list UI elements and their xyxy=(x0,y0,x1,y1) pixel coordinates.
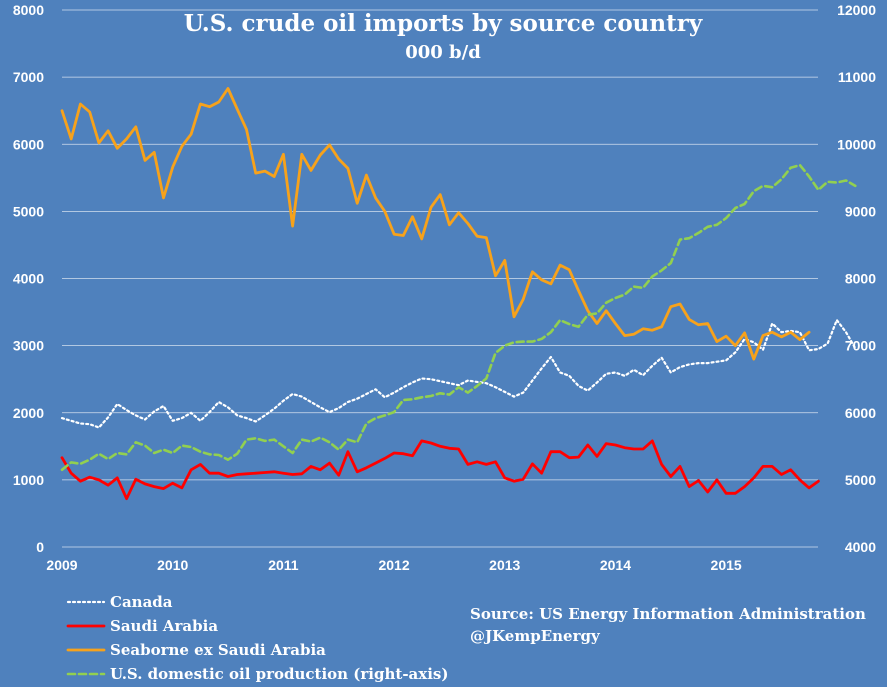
x-tick-2009: 2009 xyxy=(46,557,77,573)
gridlines xyxy=(62,9,818,548)
left-tick-8000: 8000 xyxy=(13,2,44,18)
right-tick-9000: 9000 xyxy=(845,203,876,219)
chart-subtitle: 000 b/d xyxy=(405,42,481,63)
series-line-1 xyxy=(60,439,820,501)
right-tick-7000: 7000 xyxy=(845,338,876,354)
chart-title: U.S. crude oil imports by source country xyxy=(184,10,703,37)
right-tick-4000: 4000 xyxy=(845,539,876,555)
series-line-0 xyxy=(60,319,857,429)
series-line-3 xyxy=(60,163,857,472)
legend-label-0: Canada xyxy=(110,593,173,611)
left-tick-1000: 1000 xyxy=(13,472,44,488)
right-tick-11000: 11000 xyxy=(838,69,876,85)
x-tick-2010: 2010 xyxy=(157,557,188,573)
left-tick-0: 0 xyxy=(36,539,44,555)
x-tick-2014: 2014 xyxy=(600,557,631,573)
right-tick-5000: 5000 xyxy=(845,472,876,488)
left-tick-4000: 4000 xyxy=(13,271,44,287)
legend-label-3: U.S. domestic oil production (right-axis… xyxy=(110,665,448,683)
left-tick-3000: 3000 xyxy=(13,338,44,354)
legend-label-2: Seaborne ex Saudi Arabia xyxy=(110,641,326,659)
series-lines xyxy=(60,87,857,501)
legend-label-1: Saudi Arabia xyxy=(110,617,218,635)
left-tick-2000: 2000 xyxy=(13,405,44,421)
left-tick-7000: 7000 xyxy=(13,69,44,85)
right-tick-10000: 10000 xyxy=(837,136,876,152)
right-axis-ticks: 4000 5000 6000 7000 8000 9000 10000 11000 12000 xyxy=(837,2,876,555)
right-tick-8000: 8000 xyxy=(845,271,876,287)
x-tick-2015: 2015 xyxy=(711,557,742,573)
left-axis-ticks: 0 1000 2000 3000 4000 5000 6000 7000 8000 xyxy=(13,2,44,555)
legend: Canada Saudi Arabia Seaborne ex Saudi Arab… xyxy=(66,593,448,683)
right-tick-12000: 12000 xyxy=(837,2,876,18)
series-line-2 xyxy=(60,87,811,361)
right-tick-6000: 6000 xyxy=(845,405,876,421)
left-tick-5000: 5000 xyxy=(13,203,44,219)
source-line-1: Source: US Energy Information Administra… xyxy=(470,605,866,623)
x-tick-2013: 2013 xyxy=(489,557,520,573)
x-axis-ticks: 2009 2010 2011 2012 2013 2014 2015 xyxy=(46,557,741,573)
x-tick-2012: 2012 xyxy=(378,557,409,573)
left-tick-6000: 6000 xyxy=(13,136,44,152)
source-line-2: @JKempEnergy xyxy=(470,627,601,645)
x-tick-2011: 2011 xyxy=(268,557,299,573)
